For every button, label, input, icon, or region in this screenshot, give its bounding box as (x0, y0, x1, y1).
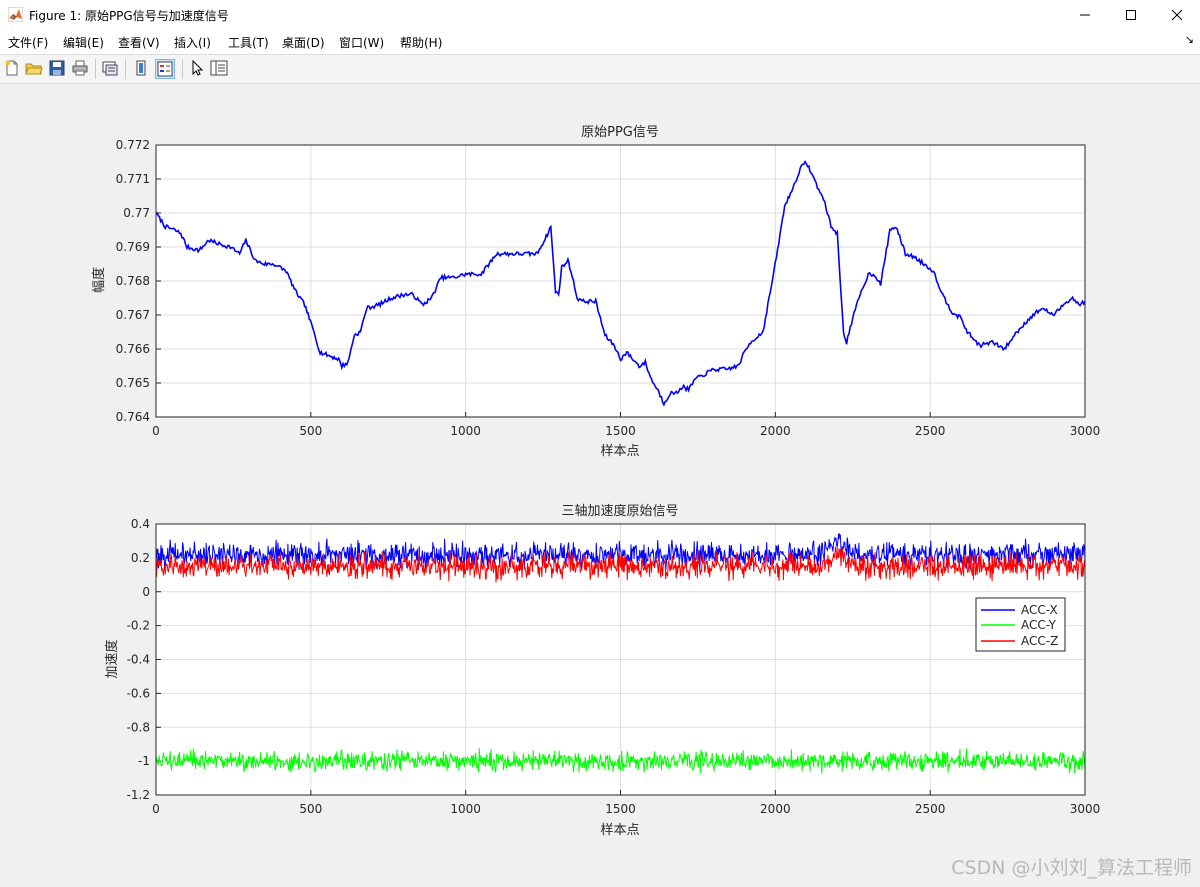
minimize-icon (1080, 14, 1090, 16)
menu-window[interactable]: 窗口(W) (339, 36, 385, 50)
legend-label-acc-z: ACC-Z (1021, 634, 1058, 648)
acc-xtick-label: 500 (299, 802, 322, 816)
new-figure-icon[interactable] (3, 59, 21, 77)
menu-file[interactable]: 文件(F) (8, 36, 49, 50)
acc-ytick-label: -0.4 (127, 653, 150, 667)
ppg-title: 原始PPG信号 (581, 125, 659, 140)
acc-ytick-label: -0.8 (127, 720, 150, 734)
ppg-xtick-label: 0 (152, 424, 160, 438)
acc-ytick-label: -1.2 (127, 788, 150, 802)
ppg-axes-box (155, 144, 1086, 418)
menu-desktop[interactable]: 桌面(D) (282, 36, 325, 50)
acc-axes-box (155, 523, 1086, 796)
menu-tools[interactable]: 工具(T) (228, 36, 269, 50)
ppg-ytick-label: 0.764 (116, 410, 150, 424)
acc-ytick-label: 0.4 (131, 517, 150, 531)
property-inspector-icon[interactable] (210, 59, 228, 77)
ppg-ylabel: 幅度 (91, 267, 107, 293)
ppg-xtick-label: 500 (299, 424, 322, 438)
ppg-xtick-label: 1000 (450, 424, 481, 438)
acc-series-acc-x (155, 532, 1086, 571)
acc-ytick-label: -0.2 (127, 619, 150, 633)
menu-edit[interactable]: 编辑(E) (63, 36, 104, 50)
ppg-ytick-label: 0.767 (116, 308, 150, 322)
acc-ytick-label: 0 (142, 585, 150, 599)
acc-title: 三轴加速度原始信号 (561, 503, 678, 519)
window-title: Figure 1: 原始PPG信号与加速度信号 (29, 9, 229, 23)
figure-svg: 0 500 1000 1500 2000 2500 3000 0.764 0.765 0.766 0… (91, 125, 1101, 838)
close-button[interactable] (1154, 0, 1200, 30)
acc-xtick-label: 1000 (450, 802, 481, 816)
colorbar-icon[interactable] (132, 59, 150, 77)
acc-series-acc-y (155, 748, 1086, 774)
legend-label-acc-x: ACC-X (1021, 603, 1058, 617)
ppg-series-line (155, 159, 1086, 407)
ppg-xtick-label: 1500 (605, 424, 636, 438)
acceleration-axes[interactable]: 0 500 1000 1500 2000 2500 3000 -1.2 -1 -0.8 -0.6 -0… (127, 517, 1101, 816)
ppg-ytick-label: 0.772 (116, 138, 150, 152)
title-bar: Figure 1: 原始PPG信号与加速度信号 (0, 0, 1200, 30)
menu-view[interactable]: 查看(V) (118, 36, 160, 50)
acc-ytick-label: 0.2 (131, 551, 150, 565)
minimize-button[interactable] (1062, 0, 1108, 30)
close-icon (1171, 9, 1183, 21)
ppg-ytick-label: 0.765 (116, 376, 150, 390)
ppg-ytick-label: 0.766 (116, 342, 150, 356)
ppg-ytick-label: 0.768 (116, 274, 150, 288)
acc-legend[interactable]: ACC-X ACC-Y ACC-Z (975, 597, 1066, 652)
acc-xtick-label: 2500 (915, 802, 946, 816)
figure-toolbar (0, 54, 1200, 84)
toolbar-separator (182, 59, 183, 79)
undock-arrow-icon[interactable]: ↘ (1184, 33, 1194, 46)
save-icon[interactable] (48, 59, 66, 77)
print-icon[interactable] (71, 59, 89, 77)
acc-xtick-label: 3000 (1070, 802, 1101, 816)
acc-xtick-label: 0 (152, 802, 160, 816)
menu-help[interactable]: 帮助(H) (400, 36, 443, 50)
pointer-icon[interactable] (188, 59, 206, 77)
acc-xtick-label: 2000 (760, 802, 791, 816)
acc-ylabel: 加速度 (104, 639, 120, 678)
menu-bar: 文件(F) 编辑(E) 查看(V) 插入(I) 工具(T) 桌面(D) 窗口(W… (0, 30, 1200, 54)
ppg-axes[interactable]: 0 500 1000 1500 2000 2500 3000 0.764 0.765 0.766 0… (116, 138, 1101, 438)
link-icon[interactable] (101, 59, 119, 77)
watermark: CSDN @小刘刘_算法工程师 (951, 857, 1192, 879)
acc-ytick-label: -0.6 (127, 686, 150, 700)
maximize-button[interactable] (1108, 0, 1154, 30)
toolbar-separator (125, 59, 126, 79)
ppg-ytick-label: 0.771 (116, 172, 150, 186)
toolbar-separator (95, 59, 96, 79)
acc-ytick-label: -1 (138, 754, 150, 768)
ppg-ytick-label: 0.769 (116, 240, 150, 254)
ppg-xtick-label: 2500 (915, 424, 946, 438)
legend-label-acc-y: ACC-Y (1021, 618, 1057, 632)
figure-canvas: 0 500 1000 1500 2000 2500 3000 0.764 0.765 0.766 0… (0, 83, 1200, 884)
acc-xtick-label: 1500 (605, 802, 636, 816)
ppg-ytick-label: 0.77 (123, 206, 150, 220)
menu-insert[interactable]: 插入(I) (174, 36, 211, 50)
matlab-logo-icon (8, 7, 23, 22)
acc-xlabel: 样本点 (600, 823, 639, 838)
open-icon[interactable] (25, 59, 43, 77)
ppg-xtick-label: 3000 (1070, 424, 1101, 438)
ppg-xlabel: 样本点 (600, 444, 639, 459)
legend-icon[interactable] (155, 59, 175, 79)
ppg-xtick-label: 2000 (760, 424, 791, 438)
maximize-icon (1126, 10, 1136, 20)
acc-series-acc-z (155, 546, 1086, 583)
